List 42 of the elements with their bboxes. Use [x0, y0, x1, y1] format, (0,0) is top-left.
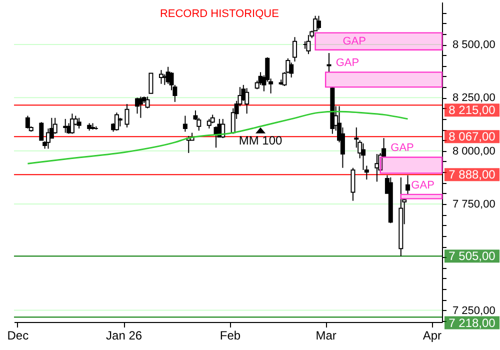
y-tick-label: 8 000,00	[452, 145, 496, 158]
band-label: GAP	[342, 35, 366, 48]
y-tick-label: 8 500,00	[452, 39, 496, 52]
candlestick	[350, 167, 356, 202]
candlestick	[148, 72, 154, 94]
candlestick	[244, 88, 250, 114]
candlestick	[316, 15, 321, 30]
ref-line-label: 7 505,00	[448, 249, 496, 264]
candlestick	[182, 115, 188, 132]
band-label: GAP	[390, 142, 414, 154]
candlestick	[406, 174, 410, 195]
candlestick	[292, 36, 298, 62]
candlestick	[25, 115, 30, 130]
x-tick-label: Feb	[220, 328, 241, 342]
band-label: GAP	[411, 179, 434, 192]
candlestick	[158, 70, 164, 84]
ref-line-label: 8 067,00	[448, 130, 496, 144]
candlestick	[124, 104, 130, 128]
x-tick-label: Apr	[422, 328, 442, 342]
band-label: GAP	[336, 57, 360, 70]
y-tick-label: 8 250,00	[452, 92, 496, 104]
ref-line-label: 8 215,00	[448, 103, 496, 118]
candlestick	[326, 52, 332, 73]
candlestick	[145, 96, 150, 109]
series-label: MM 100	[238, 133, 283, 148]
ref-line-label: 7 218,00	[448, 316, 496, 330]
x-tick-label: Mar	[316, 328, 336, 342]
annotation: RECORD HISTORIQUE	[160, 8, 279, 20]
candlestick	[52, 117, 58, 134]
candlestick	[206, 118, 212, 130]
candlestick	[70, 113, 74, 134]
candlestick	[289, 62, 294, 78]
candlestick	[114, 112, 119, 132]
candlestick	[76, 117, 82, 130]
candlestick	[306, 34, 311, 55]
x-tick-label: Jan 26	[106, 328, 142, 342]
candlestick	[138, 96, 143, 118]
y-tick-label: 7 250,00	[452, 304, 496, 317]
x-tick-label: Dec	[7, 328, 29, 342]
y-tick-label: 7 750,00	[452, 198, 496, 210]
ref-line-label: 7 888,00	[448, 168, 496, 182]
candlestick	[361, 142, 366, 170]
